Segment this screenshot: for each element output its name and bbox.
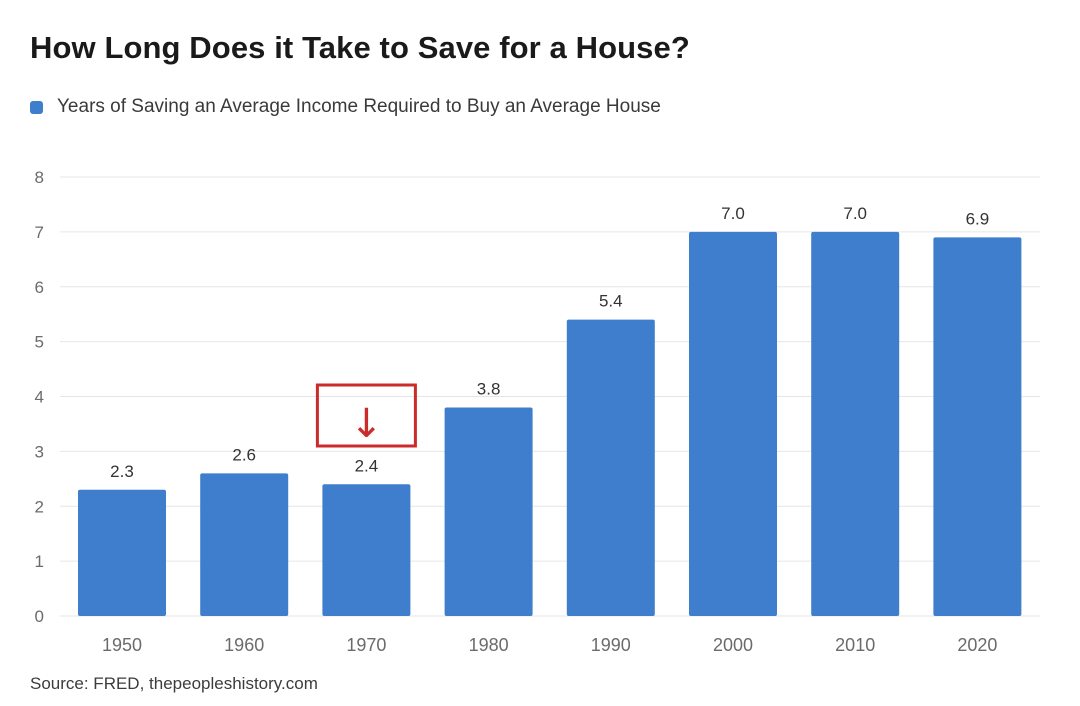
x-tick-label: 1990 [591,635,631,655]
legend-swatch [30,100,43,114]
annotation-box [315,383,417,448]
x-tick-label: 2000 [713,635,753,655]
y-tick-label: 4 [35,388,44,407]
data-label: 6.9 [966,209,990,228]
bar-chart: 0 1 2 3 4 5 6 7 8 2.3 1950 2.6 1960 2.4 1970 3.8 1980 5.4… [35,168,1040,655]
y-tick-label: 2 [35,497,44,516]
x-tick-label: 2010 [835,635,875,655]
data-label: 2.6 [232,445,256,464]
data-label: 2.4 [355,456,379,475]
y-tick-label: 8 [35,168,44,187]
data-label: 3.8 [477,379,501,398]
y-tick-label: 7 [35,223,44,242]
bar [811,231,900,616]
bar [566,319,655,616]
data-label: 2.3 [110,462,134,481]
data-label: 7.0 [721,204,745,223]
bar [933,237,1022,617]
x-tick-label: 1950 [102,635,142,655]
y-tick-label: 5 [35,333,44,352]
x-tick-label: 2020 [957,635,997,655]
bar [200,473,289,616]
chart-title: How Long Does it Take to Save for a Hous… [30,30,690,65]
down-arrow-icon: ↓ [350,401,384,447]
y-tick-label: 0 [35,607,44,626]
bar [78,489,166,616]
x-tick-label: 1970 [346,635,386,655]
bar [689,231,777,616]
y-tick-label: 6 [35,278,44,297]
legend: Years of Saving an Average Income Requir… [30,96,661,118]
data-label: 5.4 [599,292,623,311]
y-tick-label: 1 [35,552,44,571]
bar [322,484,411,616]
legend-label: Years of Saving an Average Income Requir… [57,96,661,117]
data-label: 7.0 [843,204,867,223]
bar [444,407,533,616]
source-note: Source: FRED, thepeopleshistory.com [30,674,318,693]
x-tick-label: 1980 [469,635,509,655]
x-tick-label: 1960 [224,635,264,655]
y-tick-label: 3 [35,442,44,461]
